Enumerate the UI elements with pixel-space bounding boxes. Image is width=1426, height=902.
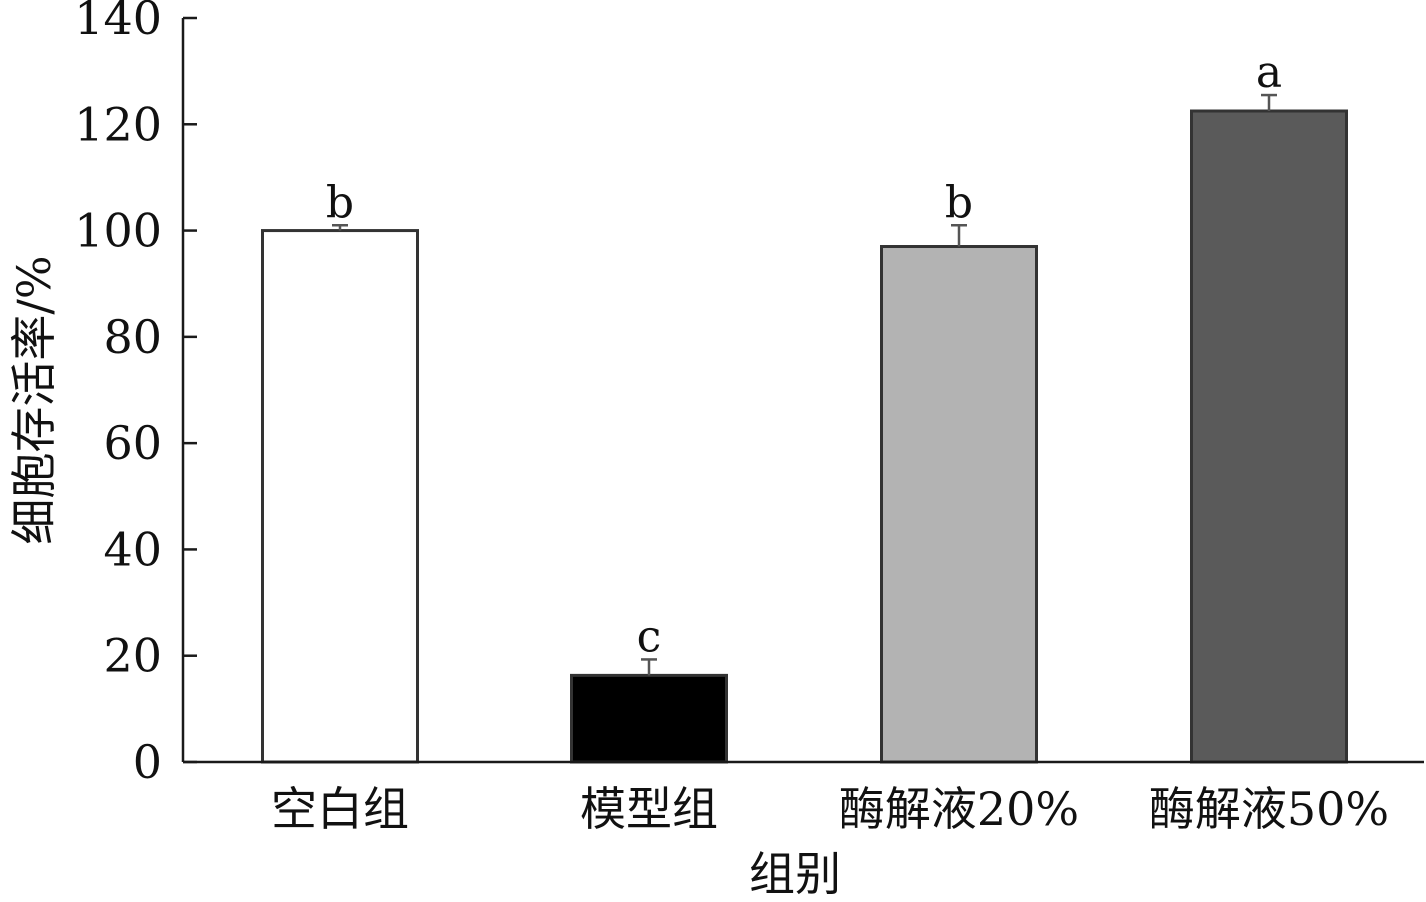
significance-labels: b c b a bbox=[326, 47, 1282, 662]
x-category-label: 模型组 bbox=[580, 782, 718, 836]
y-tick-label: 120 bbox=[74, 97, 162, 151]
y-tick-label: 0 bbox=[133, 735, 162, 789]
bar bbox=[570, 673, 728, 764]
y-tick-label: 140 bbox=[74, 0, 162, 45]
bar bbox=[1190, 109, 1348, 764]
y-axis-title: 细胞存活率/% bbox=[7, 255, 61, 544]
y-tick-label: 40 bbox=[103, 522, 162, 576]
y-tick-label: 20 bbox=[103, 629, 162, 683]
significance-letter: a bbox=[1256, 47, 1282, 98]
y-tick-label: 80 bbox=[103, 310, 162, 364]
significance-letter: c bbox=[637, 611, 662, 662]
error-bars-group bbox=[332, 93, 1277, 676]
x-category-label: 酶解液50% bbox=[1149, 782, 1389, 836]
x-axis-categories: 空白组 模型组 酶解液20% 酶解液50% bbox=[271, 782, 1389, 836]
x-axis-title: 组别 bbox=[749, 847, 841, 901]
significance-letter: b bbox=[326, 177, 354, 228]
y-tick-label: 100 bbox=[74, 204, 162, 258]
bar bbox=[261, 229, 419, 764]
bars-group bbox=[261, 109, 1348, 764]
bar bbox=[880, 245, 1038, 764]
x-category-label: 空白组 bbox=[271, 782, 409, 836]
y-tick-label: 60 bbox=[103, 416, 162, 470]
x-category-label: 酶解液20% bbox=[839, 782, 1079, 836]
y-axis-ticks: 0 20 40 60 80 100 120 140 bbox=[74, 0, 197, 789]
significance-letter: b bbox=[945, 177, 973, 228]
